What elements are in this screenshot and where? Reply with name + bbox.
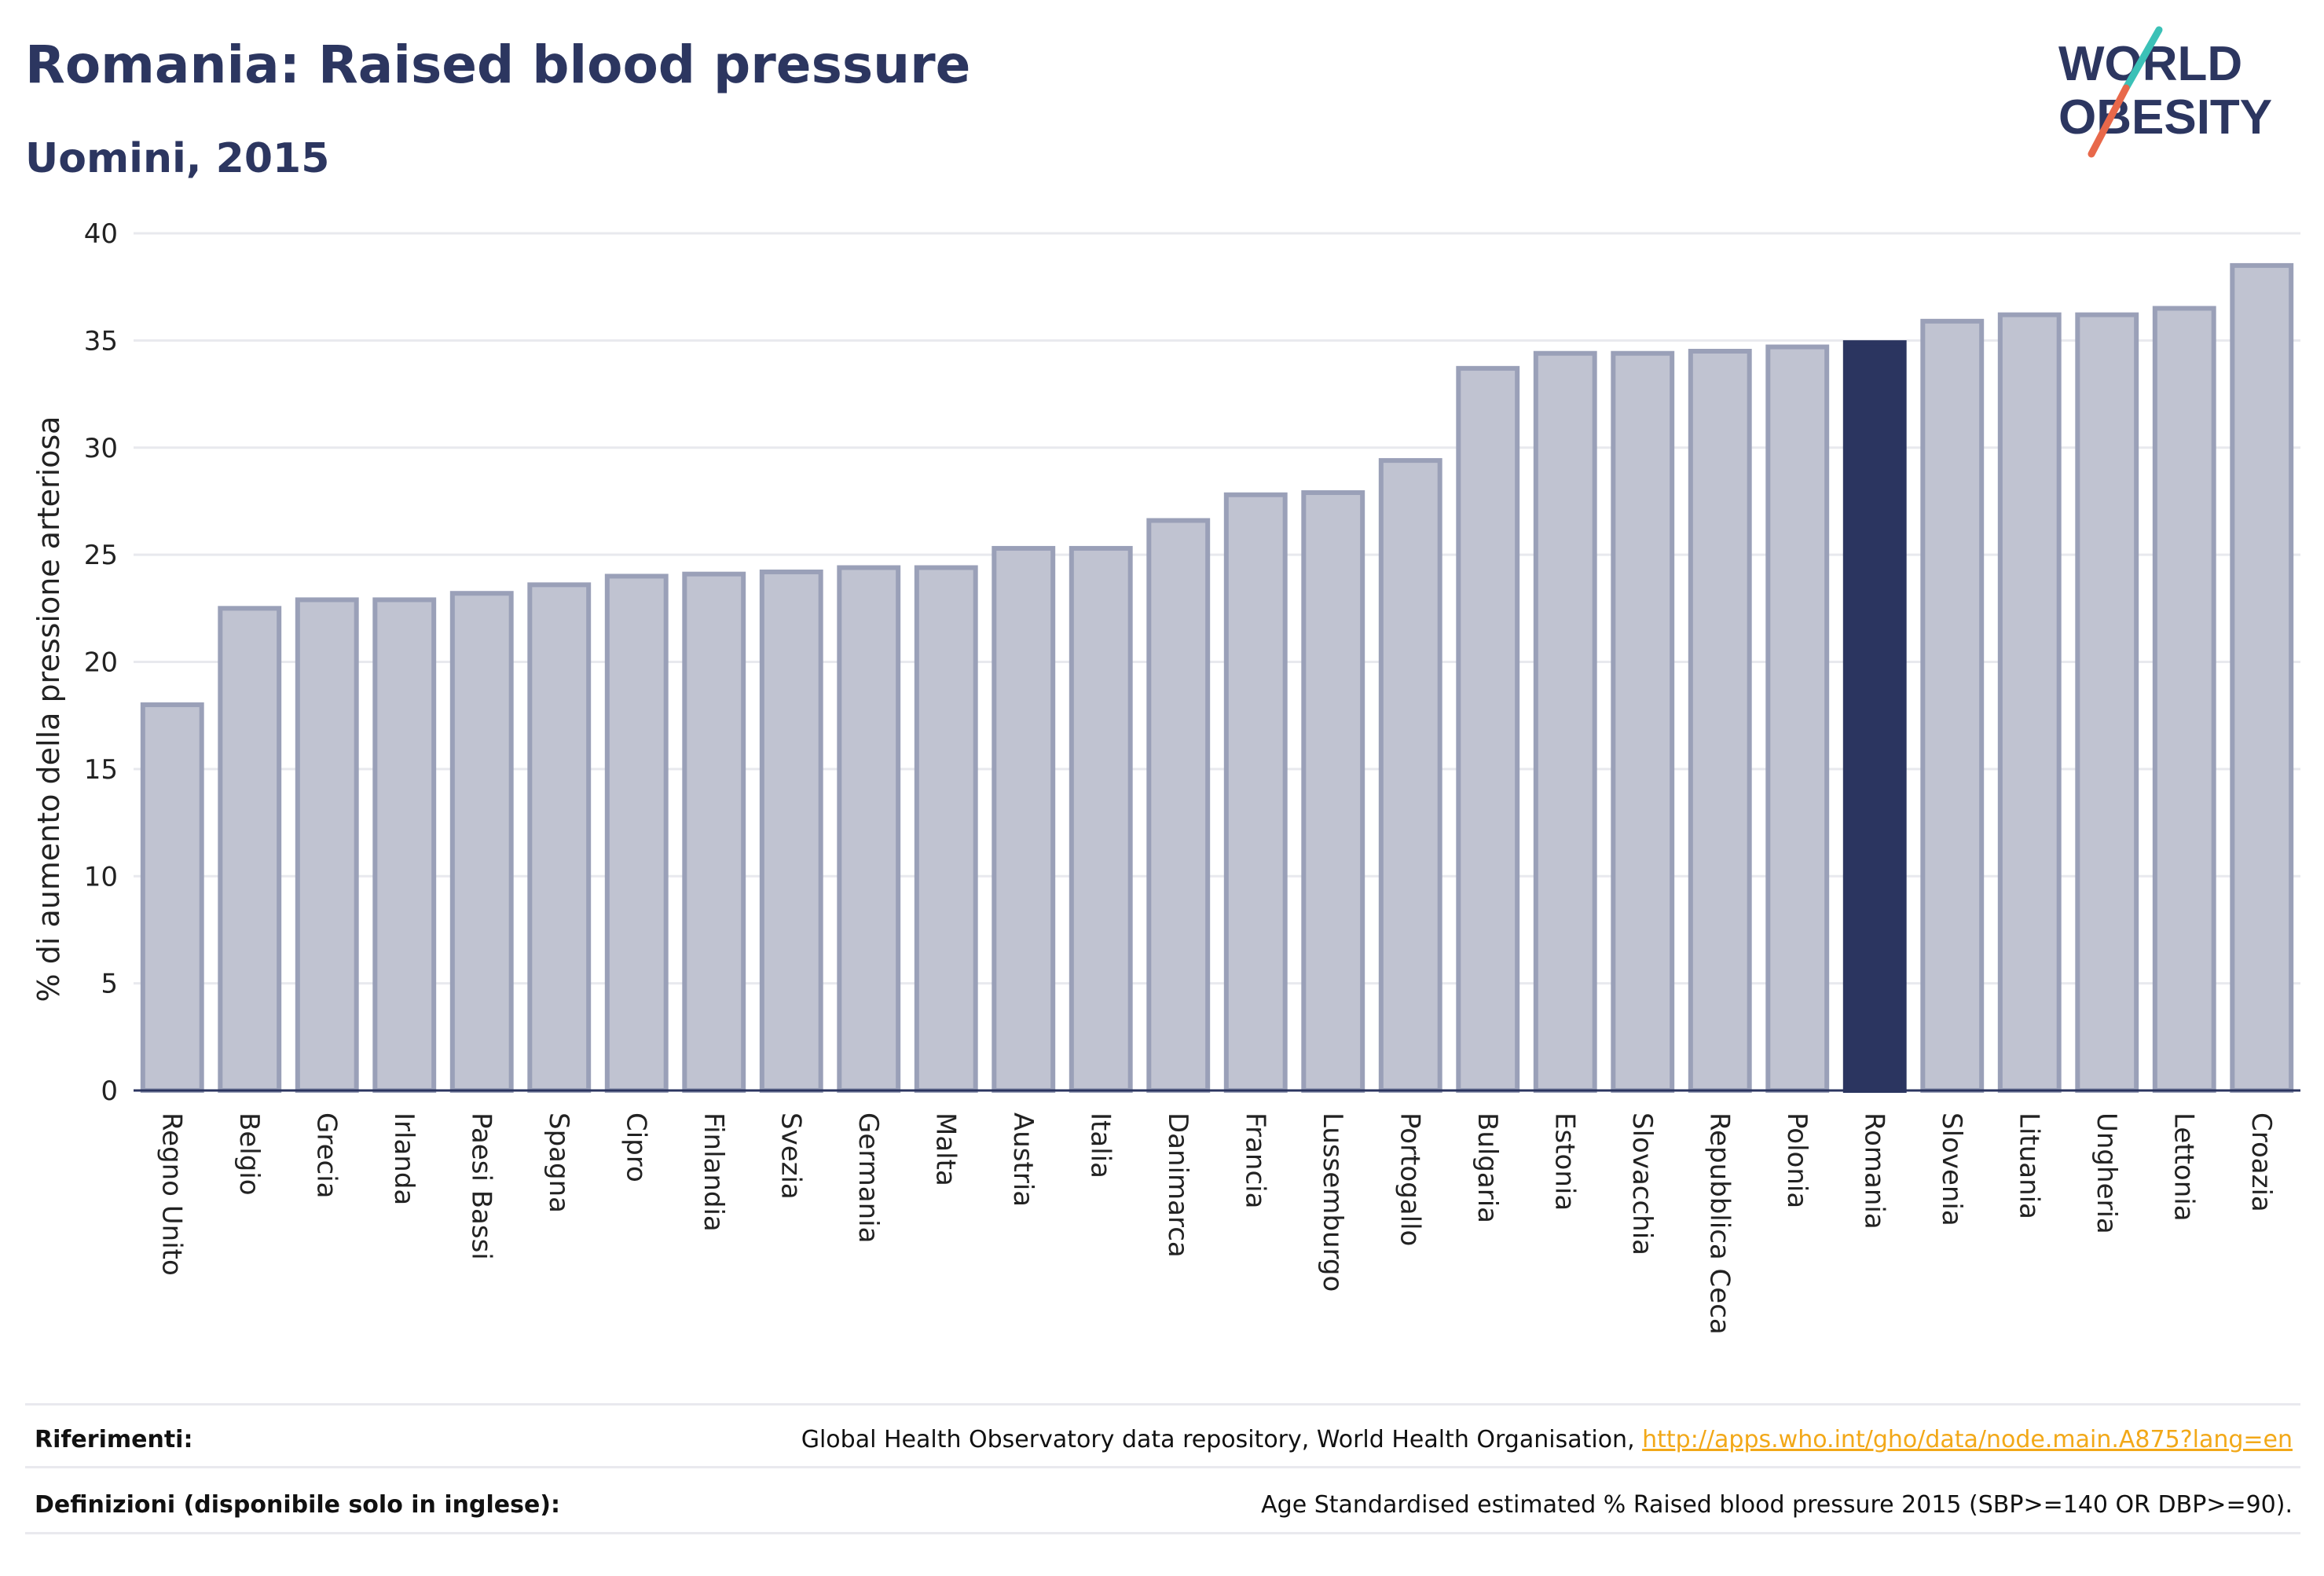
- footer-divider-bottom: [25, 1532, 2300, 1534]
- bar: [1223, 492, 1288, 1093]
- bar: [527, 582, 592, 1093]
- x-tick-label: Ungheria: [2091, 1112, 2122, 1234]
- chart-subtitle: Uomini, 2015: [25, 135, 330, 182]
- bar: [604, 574, 669, 1093]
- bar: [140, 702, 204, 1093]
- x-tick-label: Belgio: [233, 1112, 265, 1196]
- y-tick-label: 30: [84, 433, 118, 464]
- x-tick-label: Cipro: [620, 1112, 651, 1182]
- bar: [1688, 349, 1752, 1093]
- bar: [218, 606, 282, 1093]
- y-tick-label: 0: [101, 1076, 118, 1107]
- y-tick-label: 10: [84, 861, 118, 892]
- bar: [2230, 262, 2294, 1094]
- bar: [449, 591, 514, 1093]
- bar: [1301, 490, 1365, 1093]
- x-tick-label: Polonia: [1781, 1112, 1813, 1208]
- footer-divider-top: [25, 1403, 2300, 1406]
- bar: [1069, 545, 1133, 1093]
- bar: [1456, 365, 1520, 1093]
- bar: [1146, 518, 1211, 1093]
- footer-divider-middle: [25, 1466, 2300, 1468]
- x-tick-label: Estonia: [1549, 1112, 1580, 1211]
- bar: [2075, 312, 2139, 1093]
- bar: [1920, 318, 1985, 1093]
- x-tick-label: Danimarca: [1162, 1112, 1193, 1258]
- references-link[interactable]: http://apps.who.int/gho/data/node.main.A…: [1642, 1426, 2293, 1453]
- y-tick-label: 40: [84, 218, 118, 250]
- references-label: Riferimenti:: [35, 1426, 193, 1453]
- bar-chart: 0 5 10 15 20 25 30 35 40 % di aumento della press…: [31, 218, 2300, 1335]
- bar: [1611, 350, 1675, 1093]
- definitions-label: Definizioni (disponibile solo in inglese…: [35, 1491, 560, 1519]
- bar: [1997, 312, 2062, 1093]
- x-tick-label: Lussemburgo: [1317, 1112, 1348, 1292]
- x-tick-label: Germania: [852, 1112, 884, 1243]
- x-tick-label: Spagna: [543, 1112, 574, 1213]
- x-tick-label: Repubblica Ceca: [1703, 1112, 1735, 1335]
- y-tick-label: 35: [84, 325, 118, 357]
- bar: [1533, 350, 1597, 1093]
- y-tick-label: 25: [84, 540, 118, 571]
- bar: [1378, 458, 1442, 1093]
- x-tick-label: Malta: [929, 1112, 961, 1186]
- bar: [837, 565, 901, 1093]
- x-tick-label: Grecia: [310, 1112, 342, 1198]
- bar: [372, 597, 437, 1093]
- bar: [759, 569, 823, 1093]
- y-tick-label: 5: [101, 969, 118, 1000]
- x-tick-label: Croazia: [2245, 1112, 2277, 1212]
- x-tick-label: Svezia: [775, 1112, 806, 1200]
- bar: [2152, 306, 2216, 1093]
- x-tick-label: Austria: [1007, 1112, 1039, 1207]
- x-tick-label: Francia: [1239, 1112, 1270, 1208]
- bar: [992, 545, 1056, 1093]
- x-tick-label: Portogallo: [1394, 1112, 1425, 1246]
- x-tick-label: Finlandia: [698, 1112, 729, 1232]
- chart-title: Romania: Raised blood pressure: [25, 35, 971, 95]
- references-source: Global Health Observatory data repositor…: [801, 1426, 1643, 1453]
- x-tick-label: Regno Unito: [156, 1112, 187, 1276]
- bar: [1765, 344, 1830, 1093]
- x-tick-label: Bulgaria: [1472, 1112, 1503, 1223]
- definitions-text: Age Standardised estimated % Raised bloo…: [1261, 1491, 2293, 1519]
- bar: [914, 565, 978, 1093]
- x-tick-label: Paesi Bassi: [465, 1112, 497, 1260]
- x-tick-label: Slovenia: [1936, 1112, 1967, 1226]
- logo-slash-top: [2122, 26, 2163, 92]
- bar-highlight: [1842, 340, 1907, 1094]
- logo-line-2: OBESITY: [2058, 90, 2272, 145]
- x-tick-label: Irlanda: [388, 1112, 420, 1205]
- x-tick-label: Romania: [1858, 1112, 1890, 1230]
- x-tick-label: Lituania: [2013, 1112, 2044, 1219]
- y-tick-label: 20: [84, 647, 118, 679]
- y-axis-label: % di aumento della pressione arteriosa: [31, 416, 66, 1002]
- bar: [682, 571, 746, 1093]
- world-obesity-logo: WORLD OBESITY: [2058, 26, 2272, 158]
- x-tick-label: Lettonia: [2168, 1112, 2199, 1222]
- bar: [295, 597, 359, 1093]
- x-tick-label: Italia: [1084, 1112, 1116, 1178]
- references-text: Global Health Observatory data repositor…: [801, 1426, 2293, 1453]
- y-tick-label: 15: [84, 754, 118, 786]
- logo-slash-bottom: [2088, 84, 2130, 158]
- x-tick-label: Slovacchia: [1626, 1112, 1658, 1255]
